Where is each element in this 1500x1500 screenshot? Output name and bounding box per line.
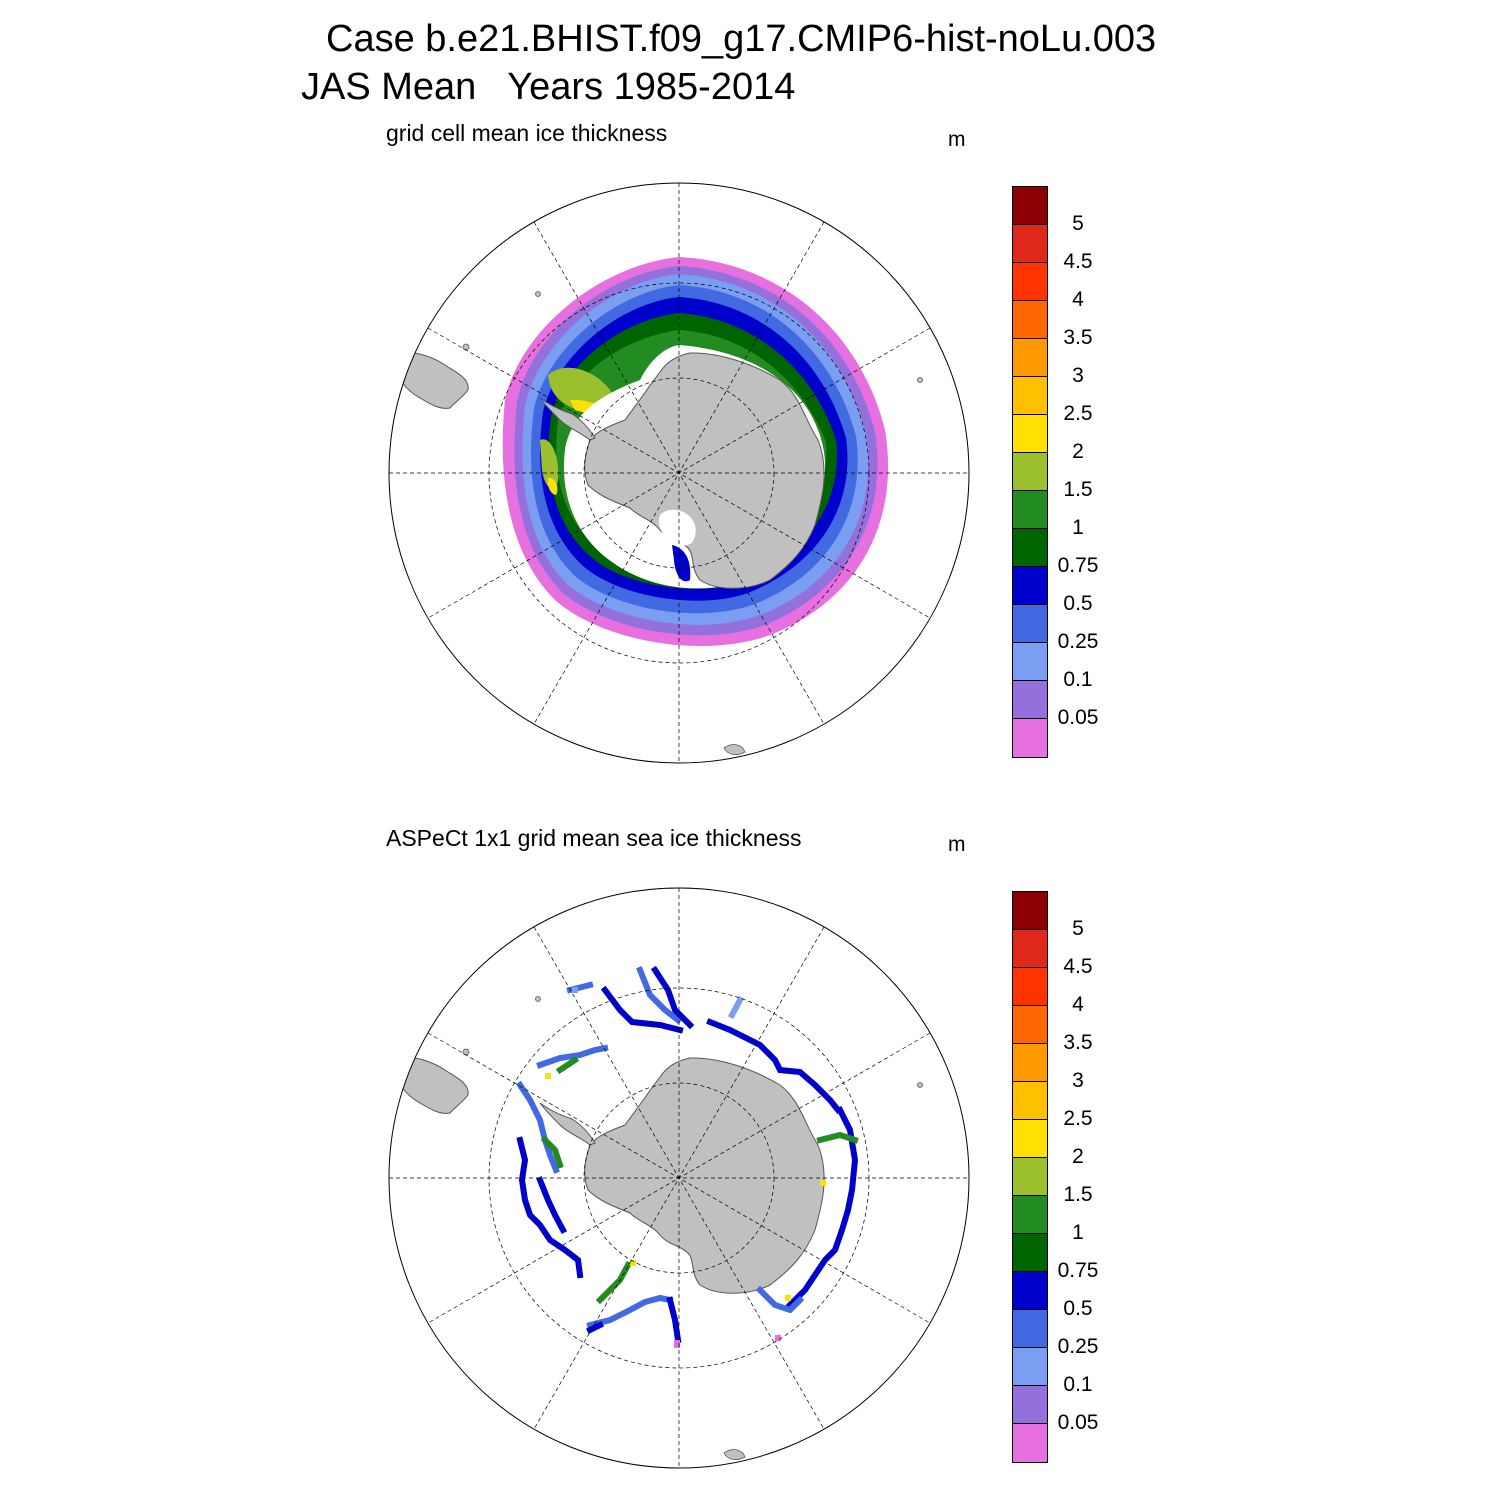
colorbar-tick-label: 1.5 <box>1063 478 1093 501</box>
island <box>917 1082 923 1088</box>
panel2-boundary <box>388 887 970 1469</box>
colorbar-box <box>1013 681 1047 719</box>
colorbar-box <box>1013 1386 1047 1424</box>
colorbar-box <box>1013 567 1047 605</box>
island <box>535 996 541 1002</box>
colorbar-box <box>1013 187 1047 225</box>
colorbar-tick-label: 1 <box>1072 1221 1084 1244</box>
panel1-grid <box>389 183 969 763</box>
island <box>462 1048 470 1056</box>
colorbar-tick-label: 5 <box>1072 917 1084 940</box>
colorbar-box <box>1013 1348 1047 1386</box>
colorbar-tick-label: 2 <box>1072 1145 1084 1168</box>
ross-shelf <box>658 509 696 546</box>
colorbar-tick-label: 2.5 <box>1063 402 1093 425</box>
colorbar-box <box>1013 1082 1047 1120</box>
colorbar-tick-label: 1.5 <box>1063 1183 1093 1206</box>
colorbar-box <box>1013 605 1047 643</box>
panel2-grid <box>389 888 969 1468</box>
panel2-units: m <box>948 833 966 856</box>
colorbar-tick-label: 3.5 <box>1063 326 1093 349</box>
colorbar-box <box>1013 1196 1047 1234</box>
colorbar-box <box>1013 491 1047 529</box>
island <box>723 744 746 756</box>
colorbar-tick-label: 0.75 <box>1057 1259 1099 1282</box>
colorbar-box <box>1013 1272 1047 1310</box>
colorbar-panel1 <box>1012 186 1048 758</box>
south-america-land-2 <box>391 1056 469 1114</box>
colorbar-tick-label: 0.5 <box>1063 1297 1093 1320</box>
panel1-boundary <box>388 182 970 764</box>
colorbar-tick-label: 1 <box>1072 516 1084 539</box>
antarctic-peninsula-2 <box>539 1102 596 1146</box>
colorbar-tick-label: 0.1 <box>1063 668 1093 691</box>
colorbar-panel2 <box>1012 891 1048 1463</box>
colorbar-tick-label: 0.25 <box>1057 630 1099 653</box>
colorbar-box <box>1013 1120 1047 1158</box>
colorbar-box <box>1013 1006 1047 1044</box>
colorbar-tick-label: 4 <box>1072 993 1084 1016</box>
colorbar-box <box>1013 225 1047 263</box>
colorbar-box <box>1013 1044 1047 1082</box>
ice-patch-ross <box>540 439 559 489</box>
island <box>535 291 541 297</box>
colorbar-tick-label: 3 <box>1072 1069 1084 1092</box>
ice-patch-ross-yellow <box>547 477 558 495</box>
colorbar-tick-label: 0.1 <box>1063 1373 1093 1396</box>
colorbar-box <box>1013 453 1047 491</box>
colorbar-tick-label: 3 <box>1072 364 1084 387</box>
colorbar-box <box>1013 377 1047 415</box>
panel1-map <box>391 257 923 756</box>
panel2-map <box>391 965 923 1461</box>
antarctica-land <box>584 352 825 589</box>
ship-track-highlights <box>545 987 826 1348</box>
panel2-title: ASPeCt 1x1 grid mean sea ice thickness <box>386 825 802 851</box>
island <box>723 1449 746 1461</box>
colorbar-tick-label: 0.5 <box>1063 592 1093 615</box>
colorbar-box <box>1013 301 1047 339</box>
colorbar-box <box>1013 415 1047 453</box>
south-america-land <box>391 351 469 409</box>
colorbar-tick-label: 4.5 <box>1063 955 1093 978</box>
panel1-title: grid cell mean ice thickness <box>386 120 668 146</box>
colorbar-tick-label: 0.05 <box>1057 1411 1099 1434</box>
colorbar-box <box>1013 1158 1047 1196</box>
colorbar-box <box>1013 1424 1047 1462</box>
colorbar-tick-label: 0.75 <box>1057 554 1099 577</box>
island <box>917 377 923 383</box>
colorbar-tick-label: 4.5 <box>1063 250 1093 273</box>
colorbar-tick-label: 2 <box>1072 440 1084 463</box>
colorbar-box <box>1013 930 1047 968</box>
antarctica-land-2 <box>584 1057 825 1294</box>
antarctic-peninsula <box>539 397 596 441</box>
colorbar-box <box>1013 643 1047 681</box>
ship-tracks <box>515 965 859 1344</box>
colorbar-box <box>1013 1310 1047 1348</box>
colorbar-box <box>1013 339 1047 377</box>
colorbar-box <box>1013 892 1047 930</box>
colorbar-tick-label: 5 <box>1072 212 1084 235</box>
ross-blue <box>672 545 691 582</box>
colorbar-tick-label: 3.5 <box>1063 1031 1093 1054</box>
colorbar-box <box>1013 1234 1047 1272</box>
panel1-units: m <box>948 128 966 151</box>
period-title: JAS Mean Years 1985-2014 <box>301 66 796 108</box>
case-title: Case b.e21.BHIST.f09_g17.CMIP6-hist-noLu… <box>326 18 1157 60</box>
colorbar-box <box>1013 529 1047 567</box>
colorbar-tick-label: 0.05 <box>1057 706 1099 729</box>
colorbar-tick-label: 2.5 <box>1063 1107 1093 1130</box>
island <box>462 343 470 351</box>
colorbar-box <box>1013 719 1047 757</box>
colorbar-tick-label: 0.25 <box>1057 1335 1099 1358</box>
colorbar-box <box>1013 968 1047 1006</box>
colorbar-tick-label: 4 <box>1072 288 1084 311</box>
colorbar-box <box>1013 263 1047 301</box>
